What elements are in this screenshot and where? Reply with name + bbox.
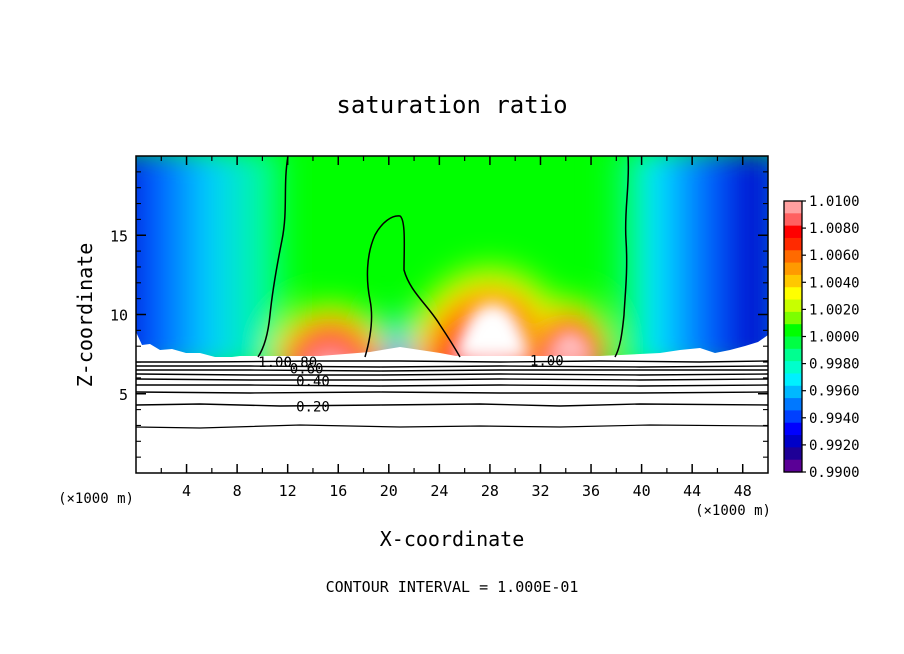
contour-line-center-loop xyxy=(364,215,461,358)
colorbar: 1.0100 1.0080 1.0060 1.0040 1.0020 1.0000 0.99… xyxy=(783,194,860,481)
colorbar-swatch xyxy=(784,336,802,350)
contour-strat-5 xyxy=(136,378,768,381)
colorbar-label: 0.9980 xyxy=(809,357,860,373)
colorbar-swatch xyxy=(784,459,802,473)
contour-strat-3 xyxy=(136,369,768,372)
y-tick-label: 15 xyxy=(110,227,128,245)
colorbar-swatch xyxy=(784,398,802,412)
field-left-dry-zone xyxy=(136,156,300,370)
contour-strat-2 xyxy=(136,365,768,368)
colorbar-label: 1.0080 xyxy=(809,221,860,237)
colorbar-swatch xyxy=(784,311,802,325)
colorbar-label: 0.9900 xyxy=(809,465,860,481)
field-core-pink xyxy=(552,331,590,358)
y-axis: 5 10 15 xyxy=(110,171,768,458)
x-tick-label: 40 xyxy=(633,482,651,500)
field-right-dry-zone xyxy=(600,156,768,370)
heatmap-field xyxy=(136,156,768,473)
colorbar-label: 1.0100 xyxy=(809,194,860,210)
colorbar-swatch xyxy=(784,324,802,338)
colorbar-swatch xyxy=(784,447,802,461)
x-axis-label: X-coordinate xyxy=(380,527,525,551)
colorbar-swatch xyxy=(784,274,802,288)
colorbar-label: 1.0000 xyxy=(809,330,860,346)
contour-strat-7 xyxy=(136,391,768,394)
colorbar-swatch xyxy=(784,225,802,239)
x-tick-label: 44 xyxy=(683,482,701,500)
contour-strat-4 xyxy=(136,373,768,376)
colorbar-swatch xyxy=(784,385,802,399)
colorbar-label: 0.9920 xyxy=(809,438,860,454)
contour-line-right xyxy=(614,156,630,358)
contour-strat-9 xyxy=(136,424,768,429)
contour-label: 1.00 xyxy=(258,355,292,371)
colorbar-swatch xyxy=(784,422,802,436)
colorbar-swatch xyxy=(784,410,802,424)
x-tick-label: 48 xyxy=(734,482,752,500)
contour-label: 0.20 xyxy=(296,399,330,415)
colorbar-label: 0.9960 xyxy=(809,384,860,400)
y-axis-label: Z-coordinate xyxy=(73,243,97,388)
colorbar-swatch xyxy=(784,237,802,251)
contour-strat-1 xyxy=(136,360,768,363)
contour-label: 0.80 xyxy=(283,355,317,371)
contour-label: 0.40 xyxy=(296,374,330,390)
colorbar-swatch xyxy=(784,287,802,301)
x-tick-label: 8 xyxy=(233,482,242,500)
x-tick-label: 20 xyxy=(380,482,398,500)
x-tick-label: 24 xyxy=(430,482,448,500)
x-tick-label: 36 xyxy=(582,482,600,500)
x-tick-label: 28 xyxy=(481,482,499,500)
contour-labels: 1.000.800.600.400.201.00 xyxy=(258,353,563,415)
x-tick-label: 12 xyxy=(279,482,297,500)
contour-strat-6 xyxy=(136,384,768,387)
x-axis-unit-right: (×1000 m) xyxy=(695,503,771,519)
x-tick-label: 32 xyxy=(531,482,549,500)
field-core-white xyxy=(455,303,528,358)
colorbar-swatch xyxy=(784,299,802,313)
colorbar-swatch xyxy=(784,435,802,448)
colorbar-swatch xyxy=(784,213,802,227)
contour-label: 1.00 xyxy=(530,353,564,369)
chart-title: saturation ratio xyxy=(336,91,567,119)
colorbar-swatch xyxy=(784,373,802,387)
colorbar-swatch xyxy=(784,361,802,375)
x-tick-label: 16 xyxy=(329,482,347,500)
y-tick-label: 5 xyxy=(119,386,128,404)
colorbar-swatch xyxy=(784,201,802,214)
x-tick-label: 4 xyxy=(182,482,191,500)
colorbar-swatch xyxy=(784,348,802,362)
colorbar-swatch xyxy=(784,250,802,264)
colorbar-label: 1.0020 xyxy=(809,302,860,318)
colorbar-label: 0.9940 xyxy=(809,411,860,427)
y-tick-label: 10 xyxy=(110,307,128,325)
colorbar-label: 1.0060 xyxy=(809,248,860,264)
colorbar-swatch xyxy=(784,262,802,276)
colorbar-label: 1.0040 xyxy=(809,275,860,291)
x-axis-unit-left: (×1000 m) xyxy=(58,491,134,507)
contour-label: 0.60 xyxy=(290,361,324,377)
contour-interval-note: CONTOUR INTERVAL = 1.000E-01 xyxy=(326,578,579,596)
contour-line-left xyxy=(257,156,289,358)
contour-strat-8 xyxy=(136,403,768,407)
x-axis: 4 8 12 16 20 24 28 32 36 40 44 48 xyxy=(160,156,752,500)
